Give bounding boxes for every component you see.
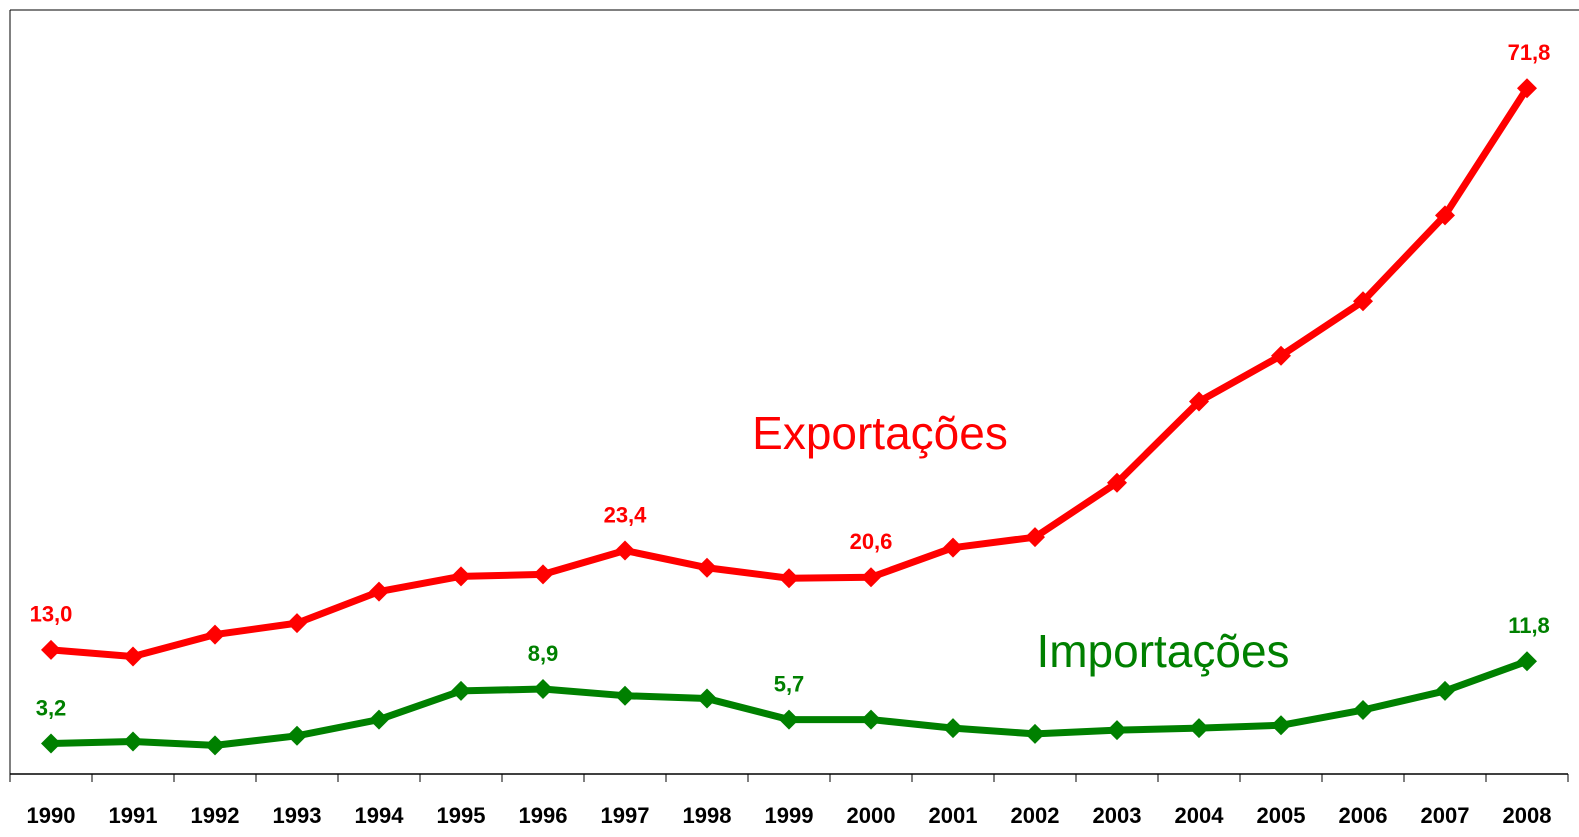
series-name: Importações (1036, 625, 1289, 677)
marker (861, 709, 881, 730)
marker (205, 735, 225, 756)
marker (1517, 78, 1537, 99)
x-tick-label: 2003 (1093, 803, 1142, 828)
marker (369, 709, 389, 730)
x-tick-label: 2001 (929, 803, 978, 828)
marker (41, 639, 61, 660)
marker (1435, 680, 1455, 701)
marker (369, 581, 389, 602)
x-tick-label: 2008 (1503, 803, 1552, 828)
marker (1517, 651, 1537, 672)
x-tick-label: 1991 (109, 803, 158, 828)
marker (615, 685, 635, 706)
x-tick-label: 2006 (1339, 803, 1388, 828)
x-tick-label: 2000 (847, 803, 896, 828)
x-tick-label: 1995 (437, 803, 486, 828)
marker (1025, 723, 1045, 744)
x-tick-label: 2004 (1175, 803, 1225, 828)
marker (779, 568, 799, 589)
data-label: 8,9 (528, 641, 559, 666)
marker (943, 537, 963, 558)
x-tick-label: 1998 (683, 803, 732, 828)
marker (1189, 718, 1209, 739)
x-tick-label: 1999 (765, 803, 814, 828)
marker (1189, 391, 1209, 412)
marker (1435, 205, 1455, 226)
data-label: 13,0 (30, 602, 73, 627)
x-tick-label: 2005 (1257, 803, 1306, 828)
marker (287, 725, 307, 746)
x-tick-label: 2002 (1011, 803, 1060, 828)
marker (533, 679, 553, 700)
marker (1107, 720, 1127, 741)
marker (533, 564, 553, 585)
data-label: 20,6 (850, 529, 893, 554)
marker (779, 709, 799, 730)
marker (1107, 472, 1127, 493)
marker (1353, 291, 1373, 312)
marker (123, 646, 143, 667)
marker (697, 557, 717, 578)
x-tick-label: 1993 (273, 803, 322, 828)
marker (943, 718, 963, 739)
marker (123, 731, 143, 752)
marker (1271, 345, 1291, 366)
marker (1353, 700, 1373, 721)
data-label: 71,8 (1508, 40, 1551, 65)
x-tick-label: 1994 (355, 803, 405, 828)
x-tick-label: 2007 (1421, 803, 1470, 828)
x-tick-label: 1992 (191, 803, 240, 828)
x-tick-label: 1990 (27, 803, 76, 828)
marker (41, 733, 61, 754)
marker (451, 566, 471, 587)
marker (615, 540, 635, 561)
marker (205, 624, 225, 645)
data-label: 3,2 (36, 695, 67, 720)
data-label: 23,4 (604, 502, 648, 527)
x-tick-label: 1996 (519, 803, 568, 828)
x-tick-label: 1997 (601, 803, 650, 828)
marker (1025, 527, 1045, 548)
marker (1271, 715, 1291, 736)
marker (697, 688, 717, 709)
data-label: 5,7 (774, 671, 805, 696)
marker (451, 680, 471, 701)
marker (861, 567, 881, 588)
data-label: 11,8 (1508, 613, 1550, 638)
marker (287, 613, 307, 634)
series-name: Exportações (752, 407, 1008, 459)
